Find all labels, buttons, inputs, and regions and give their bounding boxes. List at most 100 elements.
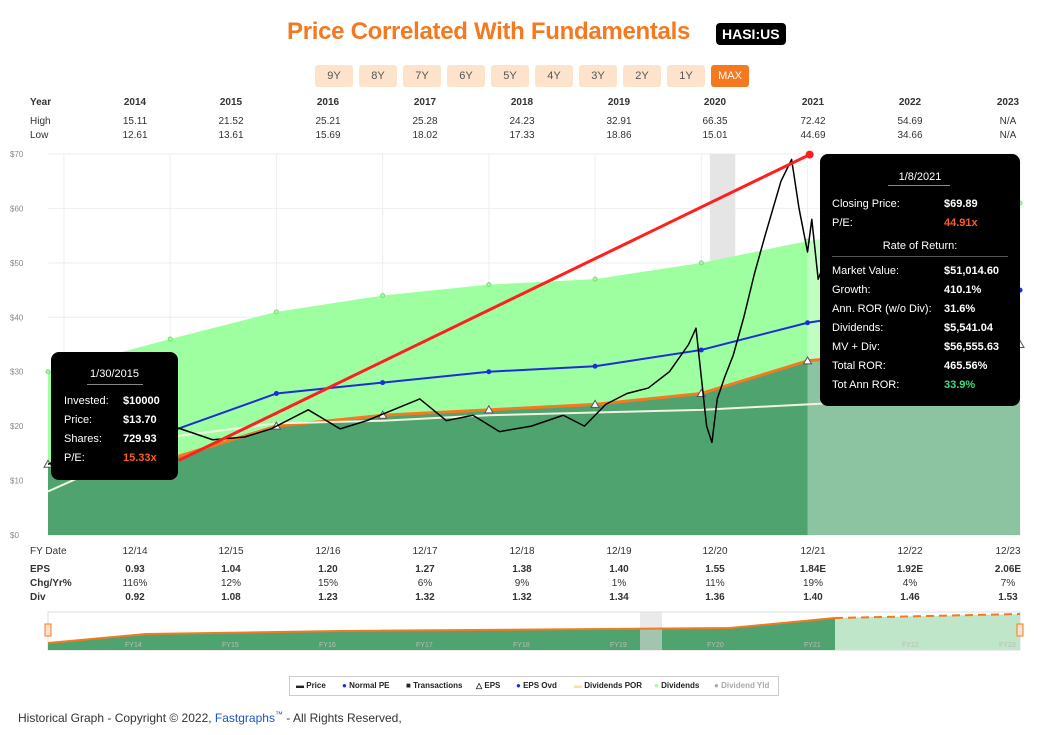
range-button-9y[interactable]: 9Y	[315, 65, 353, 87]
y-tick-label: $40	[10, 313, 24, 322]
chg-cell: 9%	[514, 578, 530, 589]
tooltip-right-value: $51,014.60	[944, 265, 1000, 277]
fy-date-cell: 12/17	[412, 546, 438, 557]
year-cell: 2017	[413, 97, 437, 108]
footer: Historical Graph - Copyright © 2022, Fas…	[18, 710, 402, 725]
dividend-point	[698, 260, 704, 266]
range-button-2y[interactable]: 2Y	[623, 65, 661, 87]
navigator-line-estimate	[834, 613, 1021, 619]
legend-item-transactions[interactable]: ■ Transactions	[406, 681, 462, 690]
fy-date-cell: 12/21	[800, 546, 826, 557]
div-cell: 1.40	[803, 592, 823, 603]
low-cell: 18.86	[606, 130, 632, 141]
normal-pe-point	[805, 320, 811, 326]
chg-cell: 19%	[802, 578, 823, 589]
eps-cell: 1.92E	[896, 564, 924, 575]
tooltip-right-value: $5,541.04	[944, 322, 993, 334]
chart-legend: ▬ Price ● Normal PE ■ Transactions △ EPS…	[289, 676, 779, 696]
range-button-1y[interactable]: 1Y	[667, 65, 705, 87]
low-cell: N/A	[999, 130, 1017, 141]
range-button-7y[interactable]: 7Y	[403, 65, 441, 87]
high-cell: 54.69	[897, 116, 923, 127]
year-label: Year	[30, 97, 52, 108]
dot-icon: ●	[342, 681, 350, 690]
tooltip-left-divider	[87, 384, 143, 385]
navigator-label: FY15	[222, 642, 239, 649]
navigator-chart[interactable]: FY14 FY15 FY16 FY17 FY18 FY19 FY20 FY21 FY22 FY23	[0, 610, 1056, 658]
fy-date-cell: 12/23	[995, 546, 1021, 557]
tooltip-left-value: 729.93	[123, 433, 157, 445]
navigator-label: FY19	[610, 642, 627, 649]
return-line	[178, 153, 811, 462]
fastgraphs-link[interactable]: Fastgraphs	[214, 711, 275, 725]
eps-cell: 1.38	[512, 564, 532, 575]
tooltip-right-label: Growth:	[832, 284, 871, 296]
y-tick-label: $70	[10, 150, 24, 159]
legend-item-normal-pe[interactable]: ● Normal PE	[342, 681, 390, 690]
high-cell: N/A	[999, 116, 1017, 127]
navigator-handle-left	[44, 623, 52, 637]
dividend-point	[273, 309, 279, 315]
year-cell: 2020	[703, 97, 727, 108]
tooltip-right-label: Ann. ROR (w/o Div):	[832, 303, 932, 315]
year-cell: 2016	[316, 97, 340, 108]
high-label: High	[30, 116, 51, 127]
year-cell: 2023	[996, 97, 1020, 108]
year-cell: 2015	[219, 97, 243, 108]
tooltip-left-date: 1/30/2015	[90, 368, 139, 380]
tooltip-right-label: MV + Div:	[832, 341, 880, 353]
tooltip-right-value: 465.56%	[944, 360, 988, 372]
tooltip-right-label: Closing Price:	[832, 198, 900, 210]
low-cell: 44.69	[800, 130, 826, 141]
high-cell: 25.21	[315, 116, 341, 127]
range-button-max[interactable]: MAX	[711, 65, 749, 87]
legend-item-eps-ovd[interactable]: ● EPS Ovd	[516, 681, 557, 690]
range-button-6y[interactable]: 6Y	[447, 65, 485, 87]
chg-cell: 6%	[417, 578, 433, 589]
normal-pe-point	[486, 369, 492, 375]
navigator-band	[640, 612, 662, 650]
low-cell: 17.33	[509, 130, 535, 141]
high-cell: 32.91	[606, 116, 632, 127]
tooltip-left-label: Price:	[64, 414, 93, 426]
fy-date-cell: 12/16	[315, 546, 341, 557]
dot-icon: ●	[654, 681, 662, 690]
tooltip-right-value: 44.91x	[944, 217, 978, 229]
eps-label: EPS	[30, 564, 51, 575]
low-cell: 34.66	[897, 130, 923, 141]
range-button-5y[interactable]: 5Y	[491, 65, 529, 87]
line-icon: ▬	[574, 681, 585, 690]
normal-pe-point	[592, 363, 598, 369]
navigator-handle-right	[1016, 623, 1024, 637]
legend-item-dividend-yld[interactable]: ● Dividend Yld	[714, 681, 769, 690]
range-button-8y[interactable]: 8Y	[359, 65, 397, 87]
dot-icon: ●	[516, 681, 524, 690]
range-button-4y[interactable]: 4Y	[535, 65, 573, 87]
high-cell: 25.28	[412, 116, 438, 127]
eps-cell: 2.06E	[994, 564, 1022, 575]
div-cell: 1.08	[221, 592, 241, 603]
legend-item-eps[interactable]: △ EPS	[476, 681, 500, 690]
legend-item-dividends-por[interactable]: ▬ Dividends POR	[574, 681, 642, 690]
normal-pe-point	[380, 380, 386, 386]
navigator-label: FY20	[707, 642, 724, 649]
chg-cell: 12%	[220, 578, 241, 589]
tooltip-right: 1/8/2021 Closing Price: $69.89 P/E: 44.9…	[820, 154, 1020, 406]
div-cell: 1.32	[512, 592, 532, 603]
legend-item-price[interactable]: ▬ Price	[296, 681, 326, 690]
range-button-3y[interactable]: 3Y	[579, 65, 617, 87]
tooltip-left-value: $10000	[123, 395, 160, 407]
legend-item-dividends[interactable]: ● Dividends	[654, 681, 699, 690]
eps-cell: 1.84E	[799, 564, 827, 575]
triangle-icon: △	[476, 681, 485, 690]
tooltip-right-divider	[888, 185, 950, 186]
div-cell: 1.34	[609, 592, 629, 603]
tooltip-right-value: $69.89	[944, 198, 978, 210]
navigator-label: FY14	[125, 642, 142, 649]
square-icon: ■	[406, 681, 414, 690]
high-cell: 24.23	[509, 116, 535, 127]
tooltip-right-label: Dividends:	[832, 322, 884, 334]
page-title: Price Correlated With Fundamentals	[287, 18, 691, 45]
year-cell: 2018	[510, 97, 534, 108]
low-cell: 12.61	[122, 130, 148, 141]
